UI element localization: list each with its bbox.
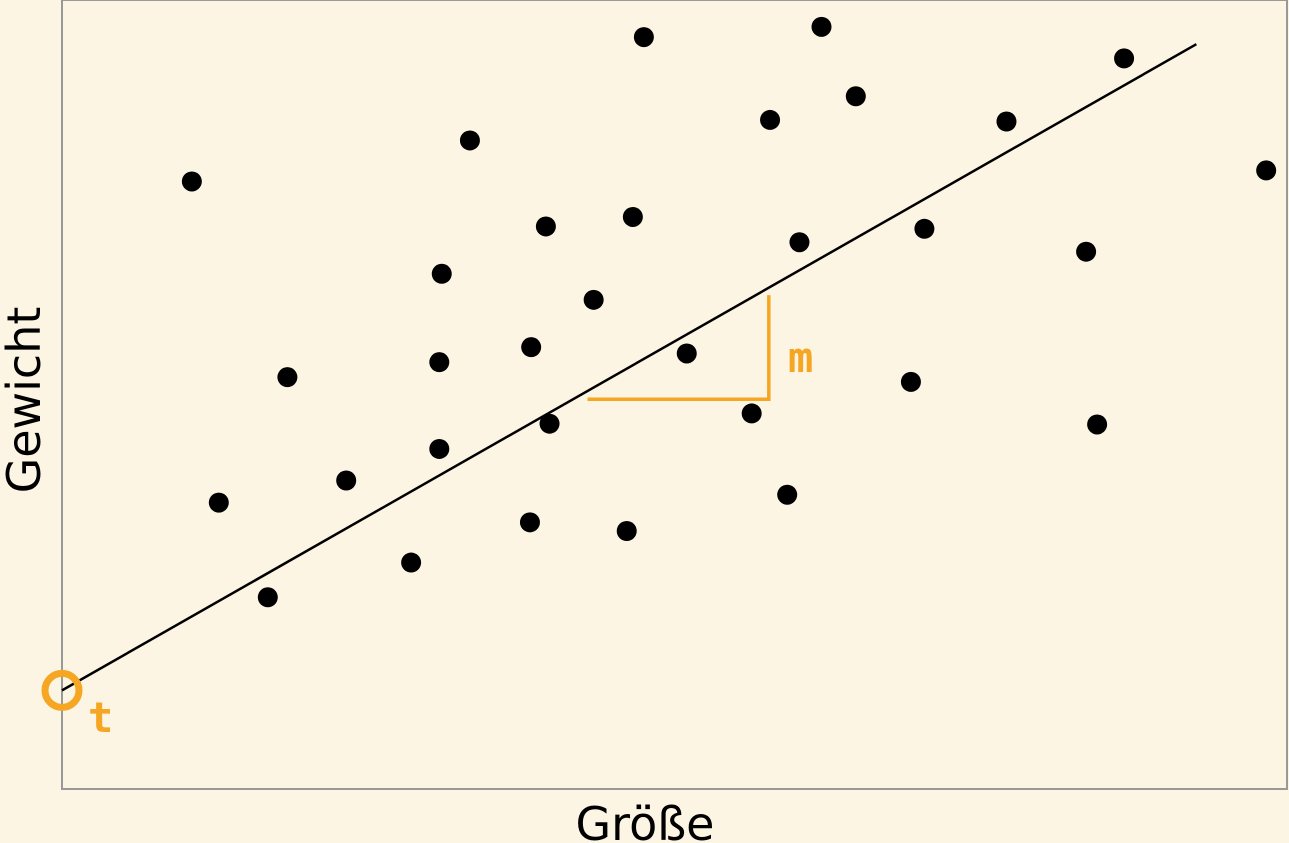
regression-line bbox=[61, 43, 1197, 692]
data-point-11 bbox=[519, 512, 540, 533]
intercept-label: t bbox=[88, 693, 113, 742]
data-point-18 bbox=[633, 27, 654, 48]
data-point-5 bbox=[336, 470, 357, 491]
data-point-19 bbox=[676, 343, 697, 364]
data-point-25 bbox=[845, 86, 866, 107]
plot-frame bbox=[61, 0, 1288, 790]
data-point-31 bbox=[1114, 48, 1135, 69]
data-point-26 bbox=[900, 371, 921, 392]
slope-label: m bbox=[788, 333, 813, 382]
data-point-7 bbox=[429, 438, 450, 459]
data-point-4 bbox=[277, 367, 298, 388]
intercept-marker bbox=[41, 669, 83, 711]
data-point-10 bbox=[459, 130, 480, 151]
data-point-15 bbox=[583, 289, 604, 310]
data-point-3 bbox=[257, 587, 278, 608]
data-point-32 bbox=[1256, 160, 1277, 181]
data-point-12 bbox=[521, 337, 542, 358]
data-point-9 bbox=[431, 263, 452, 284]
data-point-1 bbox=[181, 171, 202, 192]
slope-triangle bbox=[587, 295, 771, 401]
data-point-28 bbox=[996, 111, 1017, 132]
data-point-30 bbox=[1087, 414, 1108, 435]
data-point-20 bbox=[741, 403, 762, 424]
x-axis-label: Größe bbox=[576, 797, 715, 843]
data-point-17 bbox=[622, 206, 643, 227]
data-point-22 bbox=[777, 484, 798, 505]
data-points bbox=[181, 16, 1277, 608]
data-point-14 bbox=[539, 413, 560, 434]
data-point-8 bbox=[429, 352, 450, 373]
data-point-21 bbox=[760, 109, 781, 130]
data-point-2 bbox=[208, 492, 229, 513]
data-point-27 bbox=[914, 218, 935, 239]
data-point-16 bbox=[616, 520, 637, 541]
data-point-6 bbox=[401, 552, 422, 573]
data-point-24 bbox=[811, 16, 832, 37]
data-point-23 bbox=[789, 232, 810, 253]
data-point-29 bbox=[1076, 241, 1097, 262]
data-point-13 bbox=[535, 216, 556, 237]
y-axis-label: Gewicht bbox=[0, 307, 51, 494]
